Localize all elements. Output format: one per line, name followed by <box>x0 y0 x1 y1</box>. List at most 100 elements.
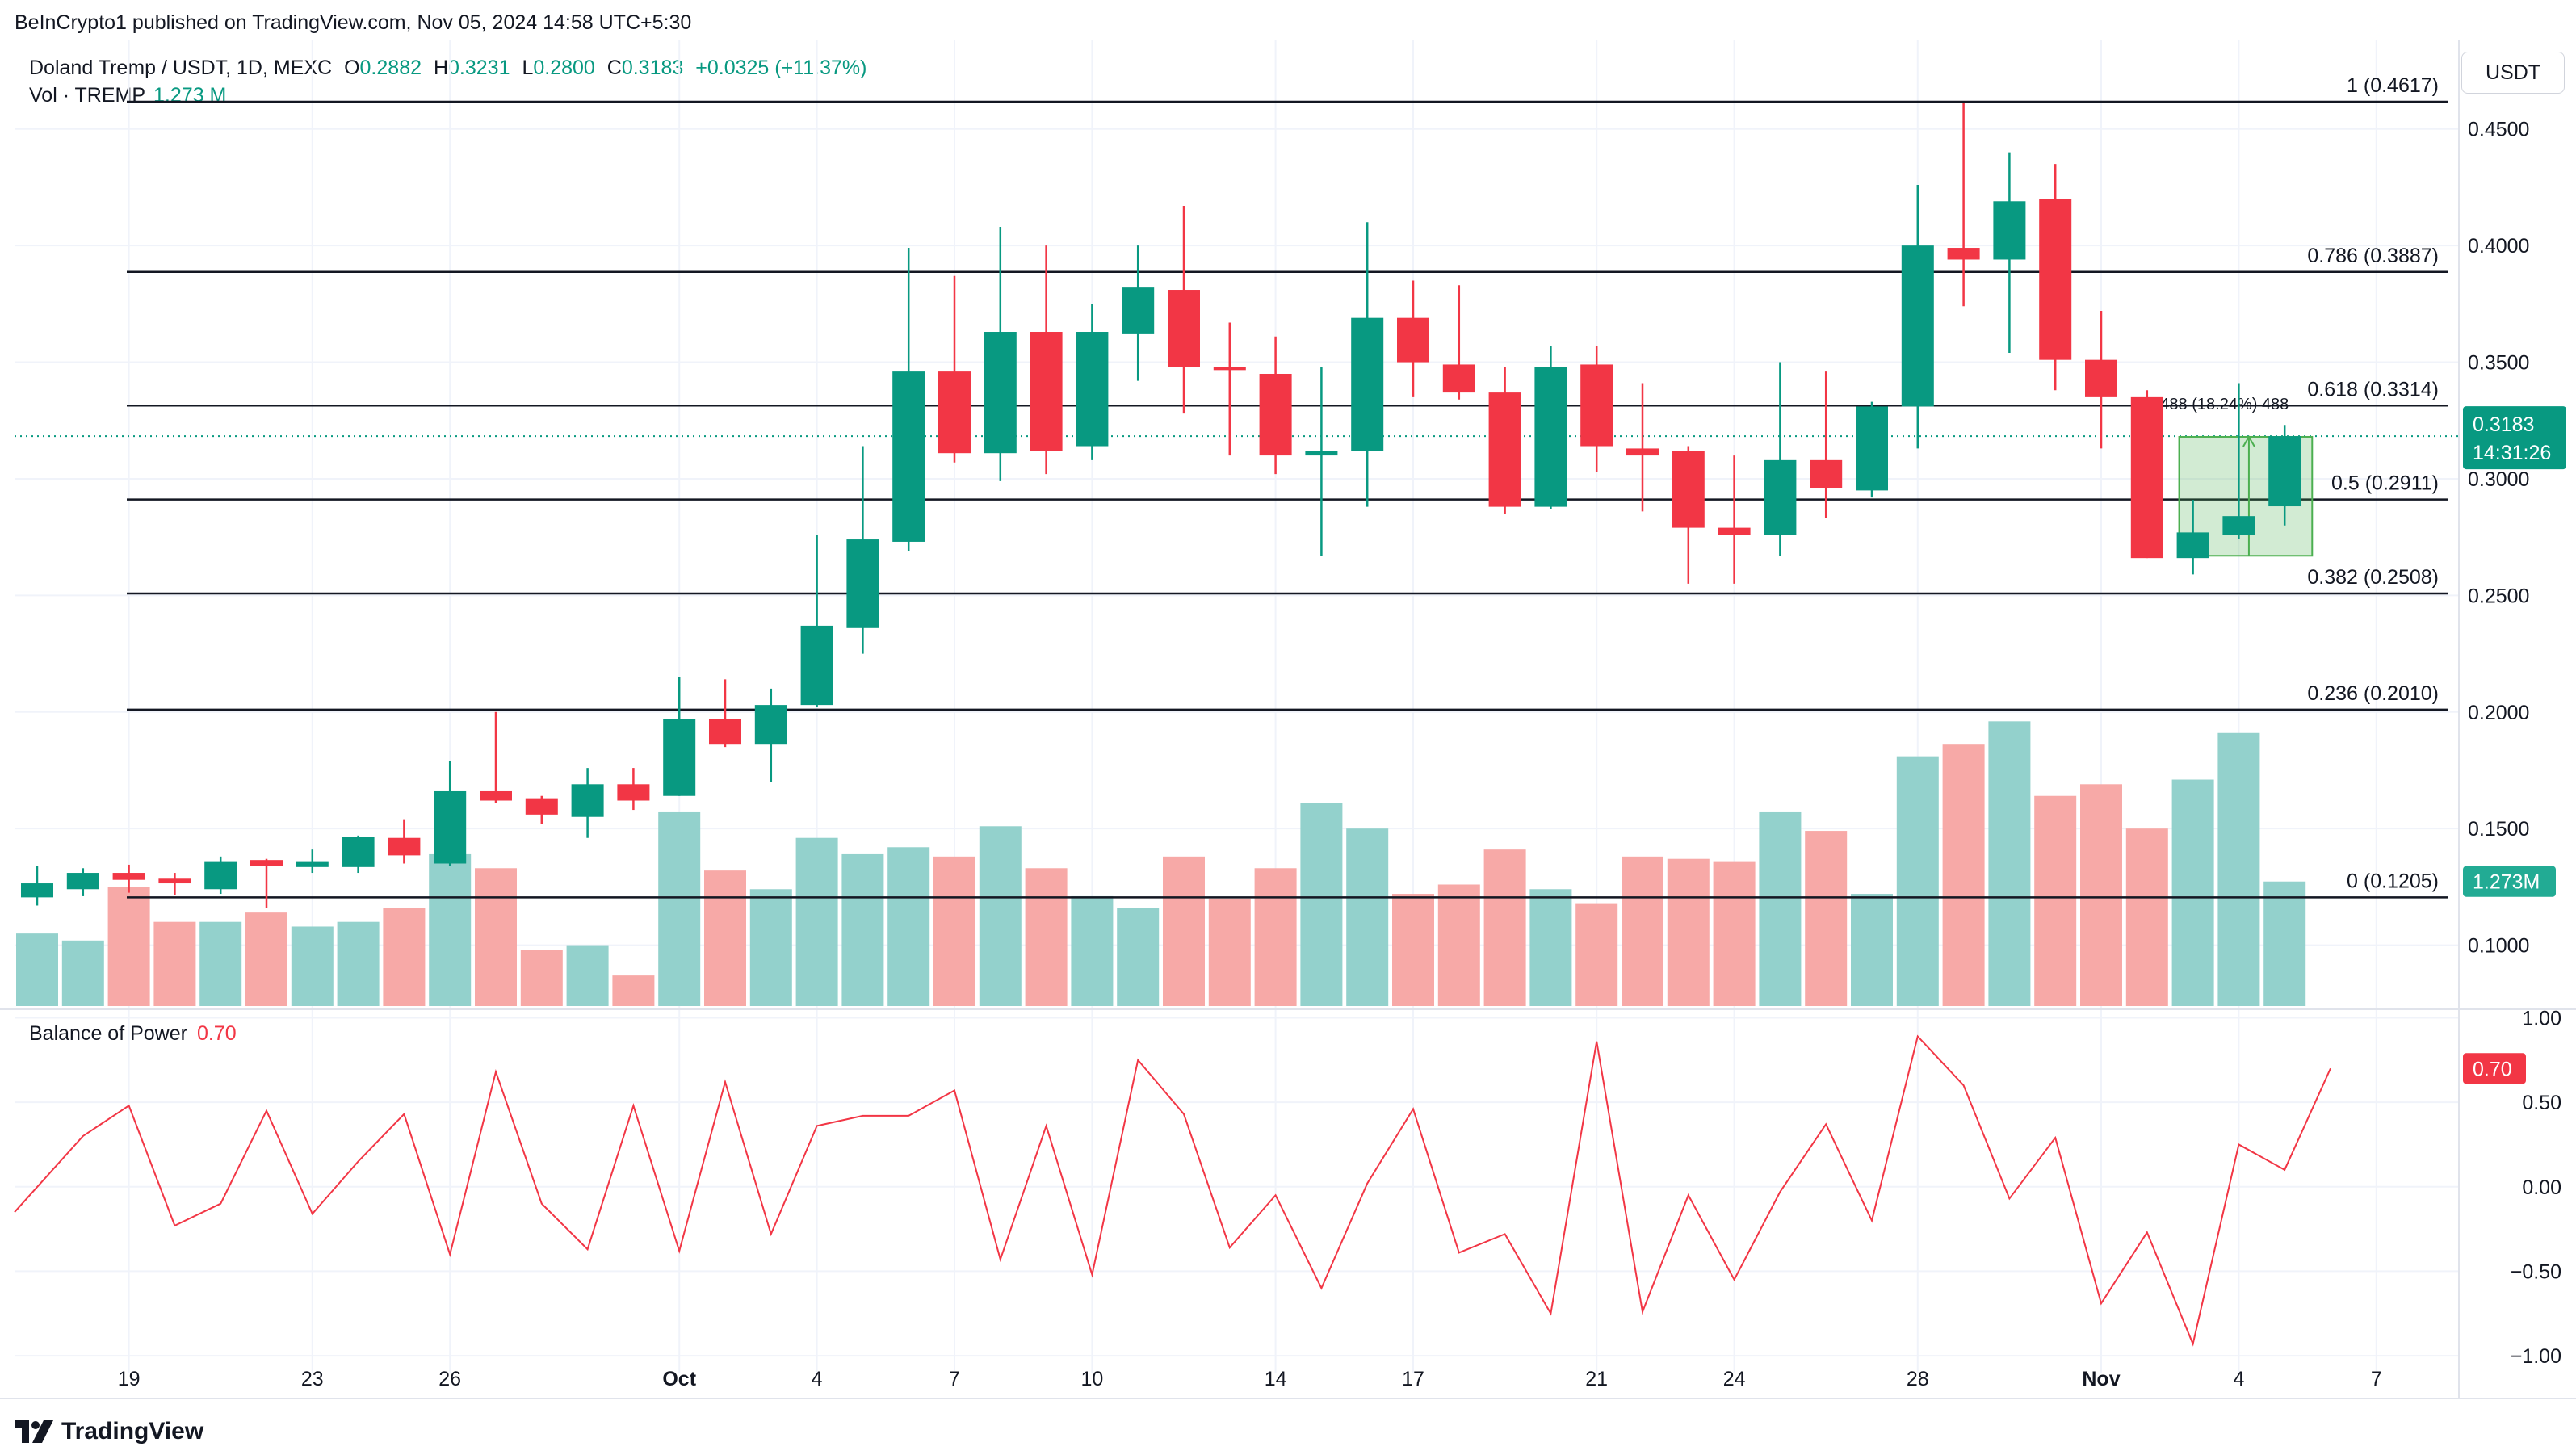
volume-bar <box>245 912 287 1006</box>
bop-label[interactable]: Balance of Power <box>29 1022 187 1045</box>
volume-bar <box>887 847 930 1006</box>
candle-body <box>938 371 971 454</box>
time-tick-label: 7 <box>2371 1368 2382 1390</box>
high-label: H <box>433 57 449 79</box>
open-label: O <box>344 57 360 79</box>
currency-button[interactable]: USDT <box>2461 52 2565 94</box>
time-tick-label: 7 <box>949 1368 960 1390</box>
volume-bar <box>107 887 150 1006</box>
price-tick-label: 0.3500 <box>2468 352 2529 375</box>
bop-tick-label: −0.50 <box>2511 1260 2561 1283</box>
price-tick-label: 0.1000 <box>2468 935 2529 958</box>
symbol-name[interactable]: Doland Tremp / USDT, 1D, MEXC <box>29 57 333 79</box>
volume-bar <box>1025 868 1068 1006</box>
volume-bar <box>566 945 609 1006</box>
candle-body <box>1672 451 1705 528</box>
candle-body <box>1076 332 1109 447</box>
candle-body <box>21 883 53 898</box>
low-label: L <box>522 57 534 79</box>
fib-level-label: 0.618 (0.3314) <box>2307 378 2439 400</box>
measure-arrow-head <box>2242 434 2255 447</box>
bop-tick-label: 0.50 <box>2522 1092 2561 1114</box>
price-tick-label: 0.2000 <box>2468 702 2529 724</box>
time-tick-label: 4 <box>2233 1368 2244 1390</box>
candle-body <box>388 837 421 856</box>
symbol-legend: Doland Tremp / USDT, 1D, MEXC O0.2882 H0… <box>29 57 866 80</box>
bop-legend: Balance of Power 0.70 <box>29 1022 237 1046</box>
volume-bar <box>1392 894 1434 1006</box>
candle-body <box>709 719 741 745</box>
tradingview-icon <box>15 1420 53 1443</box>
volume-bar <box>2217 732 2260 1006</box>
volume-label[interactable]: Vol · TREMP <box>29 84 146 107</box>
price-tick-label: 0.4500 <box>2468 119 2529 141</box>
volume-bar <box>520 950 563 1006</box>
bop-value: 0.70 <box>196 1022 237 1045</box>
candle-body <box>1168 290 1200 367</box>
tradingview-logo[interactable]: TradingView <box>15 1418 203 1445</box>
candle-body <box>1397 317 1429 363</box>
time-tick-label: 14 <box>1265 1368 1287 1390</box>
volume-bar <box>658 811 701 1006</box>
candle-body <box>1213 367 1246 371</box>
time-tick-label: 4 <box>812 1368 823 1390</box>
fib-level-label: 0.382 (0.2508) <box>2307 566 2439 589</box>
fib-level-label: 1 (0.4617) <box>2347 74 2439 97</box>
volume-bar <box>1117 908 1160 1006</box>
candle-body <box>1534 367 1567 507</box>
change-value: +0.0325 (+11.37%) <box>695 57 867 79</box>
candle-body <box>1626 448 1659 456</box>
candle-body <box>525 798 558 815</box>
volume-bar <box>1805 831 1848 1006</box>
volume-bar <box>291 926 334 1006</box>
volume-value: 1.273 M <box>153 84 227 107</box>
candle-body <box>480 790 512 801</box>
volume-bar <box>153 921 196 1006</box>
candle-body <box>434 790 467 864</box>
candle-body <box>1259 373 1292 456</box>
volume-bar <box>612 975 655 1006</box>
volume-bar <box>1575 903 1618 1006</box>
last-price-label: 0.3183 <box>2473 413 2534 436</box>
candle-body <box>800 625 833 706</box>
candle-body <box>1764 459 1797 535</box>
candle-body <box>1580 364 1613 447</box>
bop-badge-label: 0.70 <box>2473 1058 2512 1080</box>
volume-bar <box>1254 868 1297 1006</box>
time-tick-label: 28 <box>1907 1368 1929 1390</box>
candle-body <box>296 861 329 867</box>
candle-body <box>2222 516 2255 535</box>
volume-bar <box>1300 803 1343 1006</box>
price-tick-label: 0.1500 <box>2468 818 2529 841</box>
publisher-line: BeInCrypto1 published on TradingView.com… <box>15 11 692 34</box>
time-tick-label: 26 <box>438 1368 461 1390</box>
volume-bar <box>2171 779 2214 1006</box>
candle-body <box>158 878 191 884</box>
candle-body <box>1947 248 1980 260</box>
candle-body <box>1901 245 1934 407</box>
volume-bar <box>1942 744 1985 1006</box>
time-tick-label: 21 <box>1585 1368 1608 1390</box>
candle-body <box>250 860 283 866</box>
volume-bar <box>1163 856 1205 1006</box>
candle-body <box>2268 436 2301 507</box>
volume-bar <box>795 837 838 1006</box>
close-label: C <box>606 57 622 79</box>
last-price-badge <box>2463 406 2566 470</box>
volume-bar <box>2263 881 2306 1006</box>
volume-badge-label: 1.273M <box>2473 871 2540 894</box>
candle-body <box>617 784 650 801</box>
candle-body <box>1856 406 1888 491</box>
volume-bar <box>1622 856 1663 1006</box>
candle-body <box>2039 199 2072 360</box>
volume-bar <box>1346 828 1389 1006</box>
volume-bar <box>1896 756 1939 1006</box>
brand-name: TradingView <box>61 1418 204 1445</box>
candle-body <box>112 873 145 880</box>
price-tick-label: 0.3000 <box>2468 468 2529 491</box>
open-value: 0.2882 <box>359 57 422 79</box>
time-tick-label: 10 <box>1080 1368 1103 1390</box>
volume-bar <box>1529 889 1572 1006</box>
candle-body <box>2130 396 2163 559</box>
